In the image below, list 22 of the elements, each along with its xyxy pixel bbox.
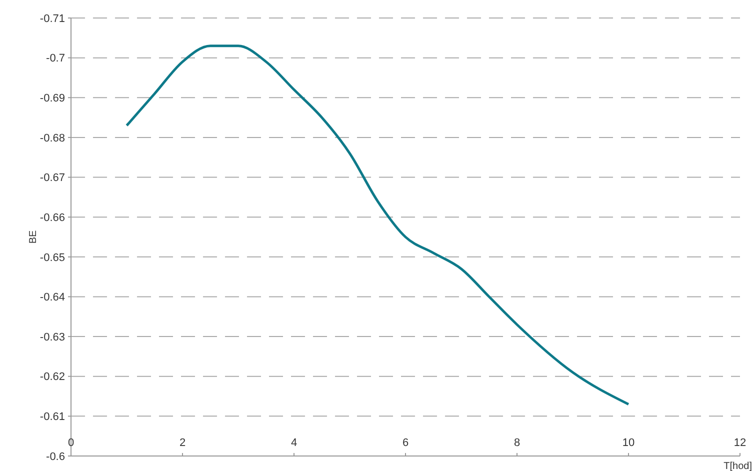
- x-tick-label: 0: [68, 437, 74, 449]
- x-tick-label: 8: [514, 437, 520, 449]
- y-tick-label: -0.6: [46, 450, 65, 463]
- y-tick-label: -0.64: [40, 292, 65, 304]
- x-tick-label: 6: [402, 437, 409, 449]
- y-tick-label: -0.66: [40, 212, 65, 224]
- x-axis-title: T[hod]: [724, 461, 752, 471]
- y-tick-label: -0.61: [40, 411, 65, 424]
- x-tick-label: 4: [290, 437, 298, 449]
- x-tick-label: 12: [734, 437, 746, 449]
- y-tick-label: -0.71: [40, 12, 65, 25]
- y-tick-label: -0.67: [40, 172, 65, 184]
- y-tick-label: -0.69: [40, 92, 65, 104]
- y-tick-label: -0.62: [40, 371, 65, 384]
- y-tick-label: -0.65: [40, 252, 65, 264]
- y-tick-label: -0.63: [40, 331, 65, 344]
- line-series: [126, 44, 630, 406]
- x-tick-label: 2: [179, 437, 186, 449]
- y-axis-title: BE: [28, 230, 39, 244]
- x-tick-label: 10: [622, 437, 635, 449]
- y-tick-label: -0.7: [46, 52, 65, 65]
- y-tick-label: -0.68: [40, 132, 65, 144]
